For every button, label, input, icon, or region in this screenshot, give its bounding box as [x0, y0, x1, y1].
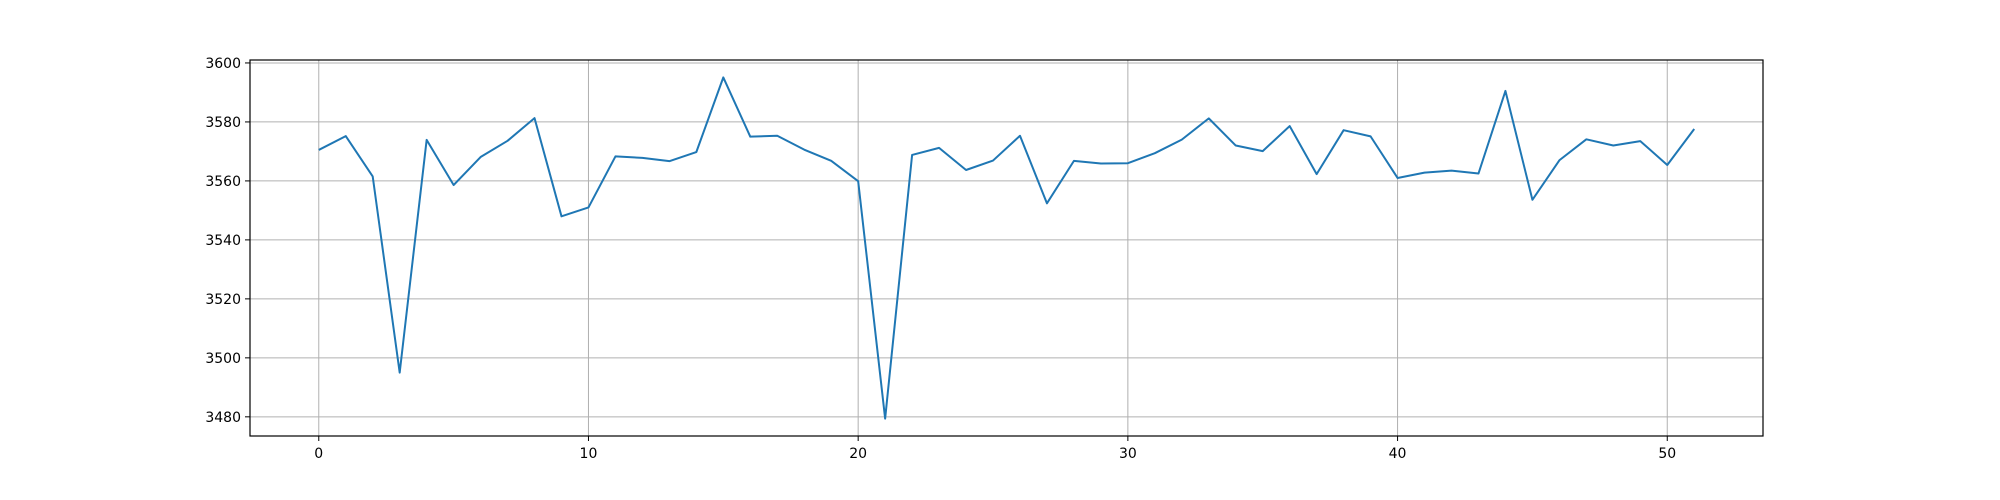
- x-tick-label: 10: [580, 446, 598, 462]
- series-layer: [318, 76, 1696, 420]
- x-tick-label: 40: [1389, 446, 1407, 462]
- grid: [250, 60, 1763, 436]
- series-line: [318, 76, 1696, 420]
- x-tick-label: 0: [314, 446, 323, 462]
- y-tick-label: 3600: [205, 56, 241, 72]
- y-tick-label: 3500: [205, 351, 241, 367]
- y-tick-label: 3480: [205, 410, 241, 426]
- x-axis-ticks: 0 10 20 30 40 50: [314, 436, 1676, 462]
- x-tick-label: 20: [849, 446, 867, 462]
- y-tick-label: 3560: [205, 174, 241, 190]
- x-tick-label: 50: [1658, 446, 1676, 462]
- y-axis-ticks: 3480 3500 3520 3540 3560 3580 3600: [205, 56, 250, 426]
- x-tick-label: 30: [1119, 446, 1137, 462]
- plot-frame: [249, 59, 1764, 437]
- y-tick-label: 3540: [205, 233, 241, 249]
- y-tick-label: 3580: [205, 115, 241, 131]
- y-tick-label: 3520: [205, 292, 241, 308]
